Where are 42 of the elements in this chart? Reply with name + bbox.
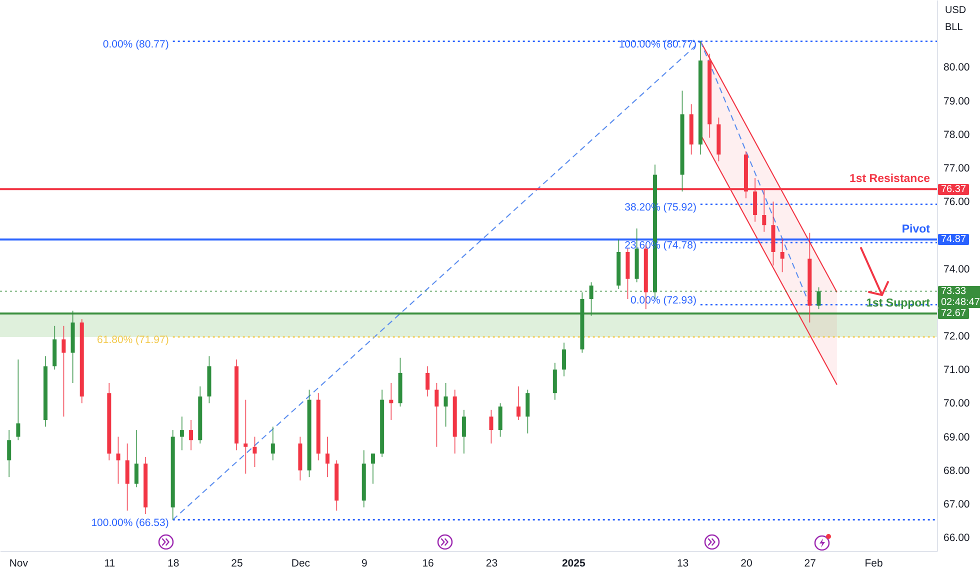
y-tick-label: 78.00 [944,128,970,141]
annotation: 74.87 [941,234,966,246]
y-tick-label: 67.00 [944,498,970,510]
price-tag: 72.67 [938,308,970,319]
x-tick-label: 20 [740,558,752,570]
series-label: 61.80% (71.97) [97,334,169,346]
x-tick-label: 11 [104,558,116,570]
y-tick-label: 70.00 [944,398,970,410]
x-tick-label: 13 [676,558,689,570]
price-tag: 74.87 [938,234,970,246]
y-tick-label: 74.00 [944,263,970,276]
y-tick-label: 69.00 [944,431,970,444]
x-tick-label: 9 [361,558,368,570]
y-tick-label: 79.00 [944,95,970,108]
ref-line-label: 1st Resistance [849,173,930,186]
price-tag: 73.33 02:48:47 [938,286,980,308]
x-tick-label: Dec [291,558,310,570]
x-tick-label: Nov [9,558,29,570]
text: USD [945,5,966,17]
price-tag: 76.37 [938,184,970,195]
y-tick-label: 76.00 [944,196,970,208]
y-tick-label: 66.00 [944,532,970,544]
annotation: 72.67 [941,308,966,319]
series-label: 100.00% (80.77) [618,38,696,50]
y-tick-label: 80.00 [944,62,970,74]
y-tick-label: 72.00 [944,330,970,342]
x-tick-label: 23 [486,558,498,570]
x-tick-label: 2025 [562,558,586,570]
x-tick-label: 16 [422,558,434,570]
y-tick-label: 68.00 [944,464,970,477]
x-tick-label: 18 [168,558,180,570]
series-label: 100.00% (66.53) [91,516,169,529]
x-tick-label: 25 [231,558,244,570]
y-tick-label: 77.00 [944,162,970,174]
annotation: 76.37 [941,184,966,195]
x-tick-label: Feb [864,558,884,570]
ref-line-label: Pivot [902,224,930,236]
series-label: 0.00% (80.77) [102,38,169,50]
text: BLL [945,22,963,34]
ref-line-label: 1st Support [866,297,930,310]
y-tick-label: 71.00 [944,364,970,376]
x-tick-label: 27 [804,558,816,570]
